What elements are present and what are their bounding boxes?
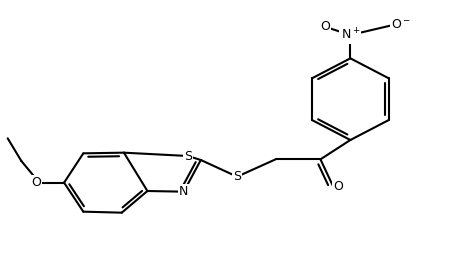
Text: O: O: [333, 180, 343, 193]
Text: O$^-$: O$^-$: [391, 19, 411, 31]
Text: N: N: [179, 185, 188, 198]
Text: S: S: [184, 150, 192, 162]
Text: S: S: [233, 170, 241, 183]
Text: N$^+$: N$^+$: [341, 27, 360, 43]
Text: O: O: [31, 176, 41, 189]
Text: O: O: [320, 20, 329, 33]
